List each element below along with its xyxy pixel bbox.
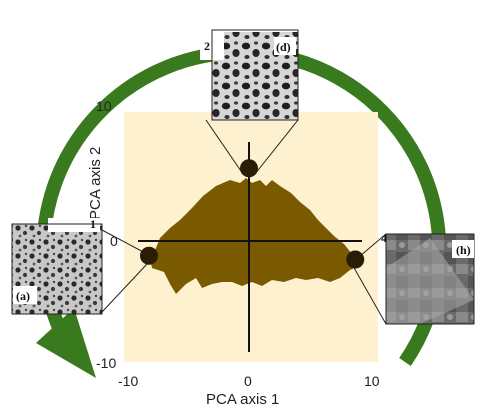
inset-h: 4 [381,231,475,325]
labels-layer: (a) (d) (h) [16,40,471,303]
data-point [140,246,158,265]
inset-label: (h) [456,243,471,257]
y-tick-max: 10 [96,98,112,114]
inset-fragment-right: 4 [381,231,387,245]
x-tick-zero: 0 [244,373,252,389]
points-layer [140,159,365,269]
pca-cloud [150,178,358,294]
y-tick-min: -10 [96,355,116,371]
x-axis-title: PCA axis 1 [206,391,279,408]
y-axis-title: PCA axis 2 [87,147,104,220]
connectors [101,119,387,325]
inset-label: (a) [16,289,30,303]
cycle-arrow-head-icon [36,308,96,378]
inset-fragment-top: 2 [204,39,210,53]
x-tick-max: 10 [364,373,380,389]
y-tick-zero: 0 [110,233,118,249]
inset-a: 1 [11,217,103,315]
inset-label: (d) [276,40,291,54]
data-point [240,159,258,178]
x-tick-min: -10 [118,373,138,389]
inset-d: 2 [200,29,299,121]
data-point [346,250,365,269]
